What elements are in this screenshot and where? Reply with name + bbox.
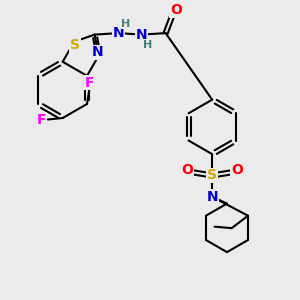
Text: O: O <box>170 3 182 17</box>
Text: H: H <box>143 40 152 50</box>
Text: F: F <box>85 76 94 90</box>
Text: F: F <box>37 112 46 127</box>
Text: N: N <box>206 190 218 204</box>
Text: N: N <box>112 26 124 40</box>
Text: N: N <box>92 45 104 59</box>
Text: O: O <box>182 163 193 177</box>
Text: S: S <box>70 38 80 52</box>
Text: O: O <box>231 163 243 177</box>
Text: H: H <box>121 19 130 28</box>
Text: N: N <box>136 28 148 42</box>
Text: S: S <box>207 169 217 182</box>
